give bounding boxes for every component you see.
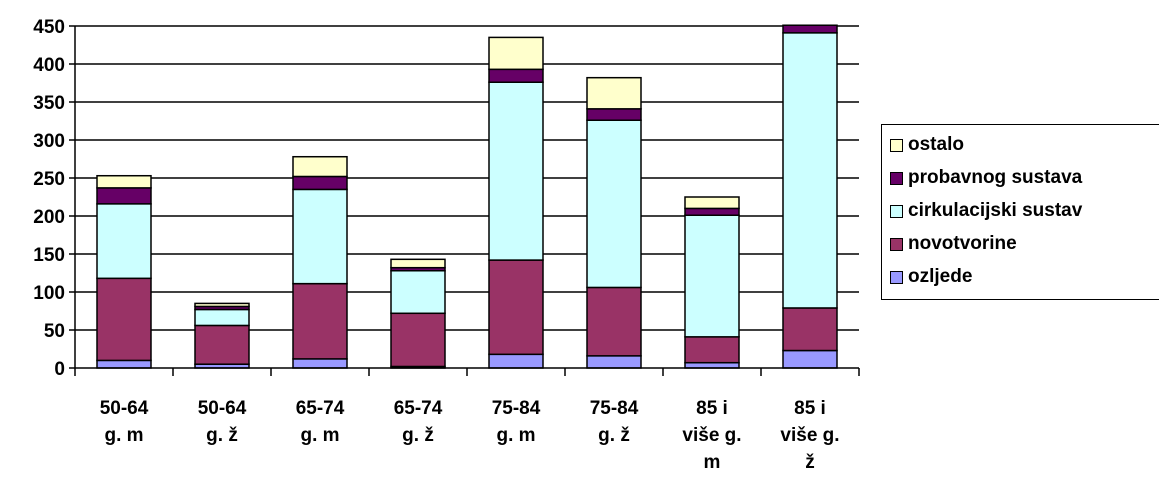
bar-probavnog-sustava-6 (586, 108, 642, 121)
bar-novotvorine-7 (684, 336, 740, 364)
bar-cirkulacijski-sustav-7 (684, 214, 740, 338)
bar-novotvorine-1 (96, 277, 152, 362)
legend-label-ozljede: ozljede (908, 266, 973, 287)
legend-item-cirkulacijski-sustav: cirkulacijski sustav (890, 199, 1082, 223)
x-tick-label-4: 65-74 g. ž (394, 398, 443, 446)
bar-cirkulacijski-sustav-6 (586, 119, 642, 289)
x-tick-label-5: 75-84 g. m (492, 398, 541, 446)
x-tick-label-line: 75-84 (492, 398, 541, 419)
legend-item-novotvorine: novotvorine (890, 232, 1017, 256)
x-tick-label-line: 85 i (696, 398, 728, 419)
y-tick-label-100: 100 (33, 283, 65, 304)
bar-novotvorine-8 (782, 307, 838, 352)
bar-probavnog-sustava-7 (684, 207, 740, 216)
bar-probavnog-sustava-1 (96, 187, 152, 205)
bar-ostalo-7 (684, 196, 740, 210)
bar-cirkulacijski-sustav-5 (488, 81, 544, 261)
x-tick-label-line: 50-64 (198, 398, 247, 419)
bars (96, 24, 838, 369)
bar-ostalo-5 (488, 36, 544, 71)
bar-novotvorine-4 (390, 312, 446, 368)
x-tick-label-line: više g. (682, 425, 741, 446)
legend: ostalo probavnog sustava cirkulacijski s… (881, 124, 1159, 300)
legend-label-novotvorine: novotvorine (908, 233, 1017, 254)
legend-swatch-novotvorine (890, 237, 903, 251)
x-tick-label-line: 65-74 (296, 398, 345, 419)
legend-swatch-probavnog-sustava (890, 171, 903, 185)
bar-ozljede-1 (96, 359, 152, 369)
x-tick-labels: 50-64 g. m50-64 g. ž65-74 g. m65-74 g. ž75-8… (100, 398, 840, 473)
bar-novotvorine-6 (586, 286, 642, 357)
x-tick-label-line: g. m (300, 425, 339, 446)
x-tick-label-6: 75-84 g. ž (590, 398, 639, 446)
x-tick-label-line: 65-74 (394, 398, 443, 419)
y-tick-label-50: 50 (44, 321, 65, 342)
bar-ostalo-6 (586, 76, 642, 110)
y-tick-labels: 0 50 100 150 200 250 300 350 400 450 (33, 17, 65, 380)
bar-ozljede-8 (782, 349, 838, 369)
bar-probavnog-sustava-5 (488, 68, 544, 83)
y-tick-label-200: 200 (33, 207, 65, 228)
bar-novotvorine-2 (194, 324, 250, 365)
bar-ozljede-7 (684, 361, 740, 369)
y-tick-label-450: 450 (33, 17, 65, 38)
bar-ostalo-2 (194, 302, 250, 308)
x-tick-label-line: 50-64 (100, 398, 149, 419)
bar-ozljede-3 (292, 358, 348, 369)
legend-item-ostalo: ostalo (890, 133, 964, 157)
bar-ozljede-5 (488, 353, 544, 369)
y-tick-label-300: 300 (33, 131, 65, 152)
x-tick-label-line: 85 i (794, 398, 826, 419)
x-tick-label-line: g. m (496, 425, 535, 446)
x-tick-label-line: 75-84 (590, 398, 639, 419)
gridlines (75, 25, 859, 331)
bar-cirkulacijski-sustav-4 (390, 269, 446, 315)
x-tick-label-line: g. m (104, 425, 143, 446)
x-tick-label-line: g. ž (402, 425, 434, 446)
bar-novotvorine-3 (292, 282, 348, 360)
x-tick-label-2: 50-64 g. ž (198, 398, 247, 446)
y-tick-label-250: 250 (33, 169, 65, 190)
axes (69, 25, 860, 376)
x-tick-label-7: 85 i više g. m (682, 398, 741, 473)
legend-item-probavnog-sustava: probavnog sustava (890, 166, 1082, 190)
y-tick-label-350: 350 (33, 93, 65, 114)
bar-novotvorine-5 (488, 259, 544, 356)
legend-swatch-ozljede (890, 270, 903, 284)
bar-ostalo-4 (390, 258, 446, 269)
legend-swatch-ostalo (890, 138, 903, 152)
legend-label-ostalo: ostalo (908, 134, 964, 155)
bar-ozljede-6 (586, 355, 642, 369)
bar-probavnog-sustava-3 (292, 175, 348, 191)
x-tick-label-line: g. ž (598, 425, 630, 446)
bar-cirkulacijski-sustav-8 (782, 32, 838, 309)
x-tick-label-3: 65-74 g. m (296, 398, 345, 446)
legend-label-probavnog-sustava: probavnog sustava (908, 167, 1083, 188)
bar-probavnog-sustava-8 (782, 24, 838, 34)
x-tick-label-8: 85 i više g. ž (780, 398, 839, 473)
legend-swatch-cirkulacijski-sustav (890, 204, 903, 218)
bar-cirkulacijski-sustav-2 (194, 308, 250, 327)
x-tick-label-1: 50-64 g. m (100, 398, 149, 446)
bar-ostalo-1 (96, 174, 152, 189)
legend-label-cirkulacijski-sustav: cirkulacijski sustav (908, 200, 1083, 221)
x-tick-label-line: više g. (780, 425, 839, 446)
x-tick-label-line: m (704, 452, 721, 473)
y-tick-label-150: 150 (33, 245, 65, 266)
x-tick-label-line: g. ž (206, 425, 238, 446)
y-tick-label-400: 400 (33, 55, 65, 76)
bar-cirkulacijski-sustav-3 (292, 188, 348, 285)
x-tick-label-line: ž (805, 452, 815, 473)
legend-item-ozljede: ozljede (890, 265, 972, 289)
bar-cirkulacijski-sustav-1 (96, 203, 152, 280)
bar-ostalo-3 (292, 155, 348, 178)
y-tick-label-0: 0 (54, 359, 65, 380)
